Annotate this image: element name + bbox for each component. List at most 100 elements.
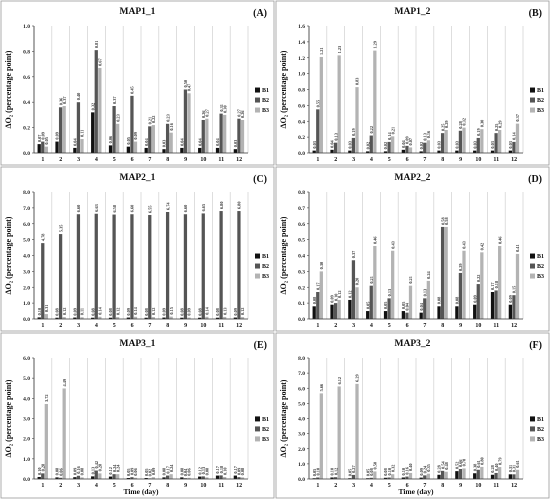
bar-b3 — [480, 466, 484, 479]
bar-b2 — [351, 474, 356, 479]
bar-b1 — [508, 304, 512, 319]
legend-swatch-b3 — [255, 436, 260, 442]
y-tick-label: 4.0 — [23, 396, 30, 402]
bar-b1 — [91, 476, 95, 479]
y-tick-label: 1.0 — [23, 24, 30, 30]
bar-b2 — [316, 109, 320, 153]
data-label: 0.08 — [180, 308, 185, 316]
data-label: 0.03 — [312, 141, 317, 149]
data-label: 0.13 — [90, 467, 95, 475]
bar-b3 — [515, 253, 520, 319]
data-label: 0.66 — [458, 459, 463, 467]
bar-b1 — [437, 474, 441, 479]
y-tick-label: 1.0 — [23, 457, 30, 463]
bar-b3 — [355, 87, 359, 153]
data-label: 0.50 — [183, 80, 188, 88]
bar-b2 — [130, 95, 134, 153]
data-label: 0.61 — [476, 460, 481, 468]
chart-panel-d: MAP2_2 (D) ΔO₂ (percentage point) 0.0 0.1 0.2… — [275, 166, 550, 332]
bar-b3 — [373, 50, 377, 154]
y-axis-label: ΔO₂ (percentage point) — [4, 50, 13, 128]
y-tick-label: 0.5 — [298, 238, 305, 244]
bar-b2 — [440, 226, 445, 319]
x-tick-label: 7 — [423, 157, 426, 163]
data-label: 0.09 — [130, 468, 135, 476]
bar-b3 — [515, 469, 520, 479]
y-tick-label: 0.2 — [23, 126, 30, 132]
data-label: 0.03 — [472, 141, 477, 149]
data-label: 0.37 — [62, 96, 67, 104]
bar-b2 — [512, 141, 516, 153]
data-label: 0.46 — [497, 236, 502, 244]
data-label: 0.04 — [419, 302, 424, 310]
data-label: 0.42 — [94, 461, 99, 469]
bar-b2 — [148, 215, 152, 319]
data-label: 0.55 — [315, 100, 320, 108]
bar-b2 — [369, 135, 373, 153]
data-label: 0.12 — [197, 467, 202, 475]
data-label: 0.09 — [73, 468, 78, 476]
bar-b1 — [198, 317, 202, 319]
data-label: 0.41 — [515, 244, 520, 252]
bar-b1 — [215, 147, 220, 153]
bar-b1 — [490, 474, 495, 479]
legend-label: B2 — [537, 427, 544, 433]
data-label: 0.13 — [387, 289, 392, 297]
data-label: 0.79 — [497, 458, 502, 466]
chart-title: MAP3_2 — [395, 339, 431, 349]
data-label: 0.37 — [112, 96, 117, 104]
data-label: 0.03 — [162, 140, 167, 148]
bar-b2 — [494, 290, 498, 319]
y-tick-label: 5.0 — [23, 376, 30, 382]
bar-b3 — [169, 474, 173, 479]
bar-b3 — [444, 129, 448, 153]
bar-b1 — [91, 112, 95, 153]
legend-swatch-b2 — [530, 97, 535, 103]
data-label: 0.08 — [215, 308, 220, 316]
data-label: 6.12 — [337, 377, 342, 385]
bar-b3 — [223, 114, 227, 153]
bar-b3 — [515, 123, 520, 153]
data-label: 0.04 — [215, 138, 220, 146]
bar-b2 — [494, 472, 498, 479]
x-axis-label: Time (day) — [123, 487, 159, 496]
data-label: 0.05 — [144, 468, 149, 476]
bar-b1 — [419, 312, 423, 319]
bar-b3 — [62, 388, 66, 479]
y-tick-label: 0.3 — [298, 269, 305, 275]
x-tick-label: 9 — [459, 483, 462, 489]
bar-b2 — [94, 213, 98, 319]
legend-label: B1 — [262, 254, 269, 260]
bar-b2 — [333, 303, 338, 319]
bar-b1 — [437, 150, 441, 153]
legend-label: B3 — [262, 437, 269, 443]
bar-b3 — [98, 316, 102, 319]
bar-b1 — [55, 477, 59, 479]
legend-swatch-b3 — [255, 273, 260, 279]
data-label: 0.03 — [508, 141, 513, 149]
y-axis-label: ΔO₂ (percentage point) — [279, 216, 288, 294]
x-tick-label: 6 — [131, 323, 134, 329]
bar-b3 — [205, 118, 209, 153]
data-label: 0.46 — [372, 236, 377, 244]
data-label: 0.28 — [490, 465, 495, 473]
y-tick-label: 0.0 — [23, 317, 30, 323]
x-tick-label: 7 — [148, 483, 151, 489]
x-tick-label: 7 — [423, 323, 426, 329]
bar-b1 — [37, 317, 41, 319]
legend-label: B2 — [537, 264, 544, 270]
data-label: 0.43 — [390, 241, 395, 249]
bar-b1 — [108, 476, 113, 479]
y-axis-label: ΔO₂ (percentage point) — [4, 379, 13, 457]
bar-b3 — [240, 119, 245, 153]
y-tick-label: 5.0 — [23, 238, 30, 244]
data-label: 0.27 — [351, 465, 356, 473]
data-label: 0.13 — [201, 467, 206, 475]
bar-b2 — [58, 234, 63, 319]
data-label: 0.05 — [365, 302, 370, 310]
bar-b2 — [316, 477, 320, 479]
panel-letter: (C) — [253, 174, 267, 185]
data-label: 0.10 — [387, 468, 392, 476]
y-tick-label: 1.2 — [298, 56, 305, 62]
panel-border — [0, 0, 275, 166]
